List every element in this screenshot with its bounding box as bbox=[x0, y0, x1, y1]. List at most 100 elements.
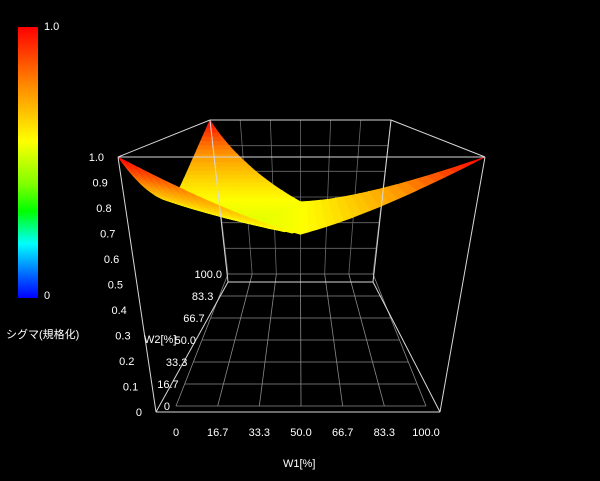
surface-patch bbox=[242, 197, 251, 202]
surface-patch bbox=[243, 194, 252, 199]
surface-patch bbox=[268, 194, 277, 199]
surface-patch bbox=[273, 204, 282, 209]
frame-edge bbox=[372, 119, 392, 283]
surface-patch bbox=[260, 204, 269, 209]
surface-patch bbox=[259, 174, 267, 180]
surface-patch bbox=[263, 186, 271, 191]
surface-patch bbox=[255, 197, 264, 202]
z-tick-labels: 0 0.1 0.2 0.3 0.4 0.5 0.6 0.7 0.8 0.9 1.0 bbox=[89, 152, 142, 419]
surface-patch bbox=[244, 161, 252, 167]
surface-patch bbox=[269, 190, 277, 195]
z-tick-label: 0.5 bbox=[108, 280, 123, 292]
frame-edge bbox=[390, 119, 486, 158]
surface-patch bbox=[245, 211, 254, 215]
colorbar-min-label: 0 bbox=[44, 290, 51, 302]
surface-patch bbox=[244, 190, 252, 195]
surface-patch bbox=[258, 178, 266, 184]
surface-patch bbox=[280, 197, 289, 202]
surface-patch bbox=[229, 197, 238, 202]
z-tick-label: 0.9 bbox=[93, 178, 108, 190]
y-tick-labels: 0 16.7 33.3 50.0 66.7 83.3 100.0 bbox=[157, 269, 222, 413]
grid-lines bbox=[175, 119, 427, 407]
surface-patch bbox=[248, 170, 256, 176]
surface-patch bbox=[268, 197, 276, 202]
x-tick-label: 83.3 bbox=[374, 427, 395, 439]
surface-patch bbox=[241, 174, 250, 180]
surface-patch bbox=[287, 197, 295, 202]
surface-patch bbox=[248, 201, 257, 206]
surface-patch bbox=[259, 211, 268, 215]
z-tick-label: 0.7 bbox=[100, 229, 115, 241]
frame-edge bbox=[117, 156, 157, 413]
surface-patch bbox=[471, 156, 486, 163]
surface-patch bbox=[280, 201, 289, 206]
y-tick-label: 83.3 bbox=[192, 291, 213, 303]
z-tick-label: 0 bbox=[136, 407, 142, 419]
surface-patch bbox=[280, 204, 288, 209]
z-tick-label: 0.4 bbox=[112, 305, 127, 317]
surface-patch bbox=[249, 166, 257, 172]
surface-patch bbox=[281, 194, 289, 199]
z-tick-label: 0.1 bbox=[123, 382, 138, 394]
y-tick-label: 0 bbox=[164, 401, 170, 413]
surface-patch bbox=[274, 194, 283, 199]
surface-patch bbox=[251, 214, 261, 218]
x-axis-title: W1[%] bbox=[283, 458, 316, 470]
surface-patch bbox=[267, 201, 276, 206]
y-tick-label: 33.3 bbox=[166, 357, 187, 369]
colorbar bbox=[18, 27, 38, 298]
surface-patch bbox=[287, 201, 295, 206]
surface-patch bbox=[233, 208, 242, 212]
surface-patch bbox=[248, 197, 257, 202]
surface-patch bbox=[257, 182, 266, 188]
frame-edge bbox=[439, 156, 486, 413]
surface-patch bbox=[256, 190, 265, 195]
surface-patch bbox=[253, 204, 262, 209]
surface-patch bbox=[231, 149, 238, 155]
surface-patch bbox=[238, 190, 246, 195]
x-tick-label: 66.7 bbox=[332, 427, 353, 439]
surface-patch bbox=[245, 182, 254, 188]
surface-patch bbox=[253, 174, 261, 180]
frame-edge bbox=[372, 281, 441, 413]
surface-patch bbox=[246, 178, 255, 184]
x-tick-labels: 0 16.7 33.3 50.0 66.7 83.3 100.0 bbox=[173, 427, 440, 439]
x-tick-label: 50.0 bbox=[290, 427, 311, 439]
surface-patch bbox=[281, 190, 290, 195]
surface-patch bbox=[267, 204, 275, 209]
surface-patch bbox=[249, 194, 258, 199]
frame-edge bbox=[117, 119, 211, 158]
surface-patch bbox=[241, 201, 250, 206]
surface-patch bbox=[257, 186, 265, 191]
surface-patch bbox=[245, 186, 253, 191]
surface-patch bbox=[259, 208, 268, 212]
surface-patch bbox=[262, 190, 271, 195]
surface-patch bbox=[293, 197, 302, 202]
floor-grid-line-x bbox=[372, 273, 427, 407]
surface-patch bbox=[269, 186, 277, 191]
surface-patch bbox=[266, 211, 275, 215]
surface-patch bbox=[255, 194, 264, 199]
surface-patch bbox=[239, 182, 248, 188]
surface-patch bbox=[261, 197, 270, 202]
surface-patch bbox=[250, 190, 259, 195]
surface-patch bbox=[274, 201, 282, 206]
x-tick-label: 16.7 bbox=[207, 427, 228, 439]
surface-patch bbox=[246, 208, 255, 212]
surface-patch bbox=[247, 204, 256, 209]
surface-patch bbox=[237, 194, 245, 199]
colorbar-max-label: 1.0 bbox=[44, 21, 60, 33]
surface-patch bbox=[262, 194, 270, 199]
y-tick-label: 16.7 bbox=[157, 379, 178, 391]
z-tick-label: 0.3 bbox=[115, 331, 130, 343]
surface-patch bbox=[247, 174, 255, 180]
surface-patch bbox=[235, 201, 244, 206]
surface-patch bbox=[254, 201, 263, 206]
surface-patch bbox=[275, 186, 284, 191]
surface-patch bbox=[240, 204, 249, 209]
z-tick-label: 1.0 bbox=[89, 152, 104, 164]
z-tick-label: 0.2 bbox=[119, 356, 134, 368]
surface-patch bbox=[253, 208, 262, 212]
y-tick-label: 100.0 bbox=[194, 269, 222, 281]
y-axis-title: W2[%] bbox=[144, 334, 177, 346]
